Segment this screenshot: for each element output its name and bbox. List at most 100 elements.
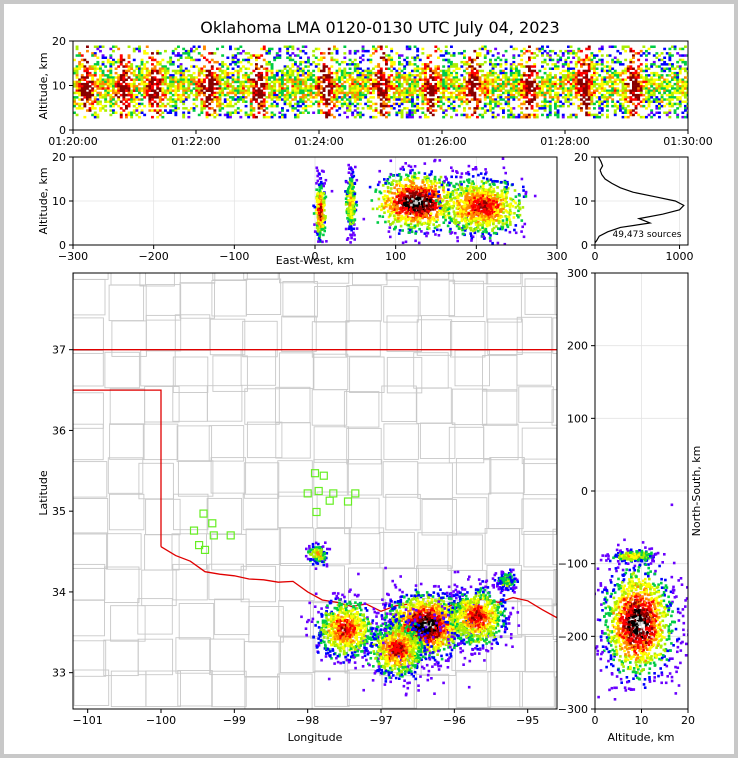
density-cell bbox=[374, 82, 378, 86]
density-cell bbox=[444, 80, 448, 84]
density-cell bbox=[299, 60, 303, 64]
density-cell bbox=[322, 93, 326, 97]
density-cell bbox=[197, 45, 201, 48]
density-cell bbox=[624, 69, 628, 73]
density-cell bbox=[561, 115, 565, 119]
density-cell bbox=[457, 78, 461, 81]
density-cell bbox=[353, 233, 356, 237]
density-cell bbox=[262, 82, 266, 86]
density-cell bbox=[91, 100, 95, 103]
density-cell bbox=[621, 82, 625, 86]
density-cell bbox=[463, 96, 466, 99]
density-cell bbox=[75, 67, 79, 70]
density-cell bbox=[330, 87, 334, 90]
density-cell bbox=[593, 69, 596, 73]
density-cell bbox=[249, 85, 253, 88]
density-cell bbox=[520, 78, 524, 81]
density-cell bbox=[320, 93, 323, 97]
density-cell bbox=[88, 102, 92, 106]
density-cell bbox=[317, 67, 321, 70]
density-cell bbox=[177, 87, 180, 90]
density-cell bbox=[567, 56, 570, 59]
density-cell bbox=[257, 78, 261, 81]
density-cell bbox=[595, 67, 599, 70]
density-cell bbox=[226, 93, 230, 97]
density-cell bbox=[647, 102, 651, 106]
density-cell bbox=[320, 98, 323, 101]
density-cell bbox=[347, 227, 351, 231]
density-cell bbox=[645, 98, 648, 101]
density-cell bbox=[226, 71, 230, 75]
density-cell bbox=[91, 82, 95, 86]
density-cell bbox=[93, 89, 97, 92]
density-cell bbox=[504, 89, 508, 92]
density-cell bbox=[122, 89, 126, 92]
density-cell bbox=[658, 58, 661, 62]
density-cell bbox=[221, 63, 225, 66]
density-cell bbox=[192, 82, 196, 86]
density-cell bbox=[210, 80, 214, 84]
density-cell bbox=[371, 207, 375, 211]
density-cell bbox=[650, 100, 654, 103]
density-cell bbox=[161, 98, 165, 101]
density-cell bbox=[190, 58, 193, 62]
density-cell bbox=[273, 78, 277, 81]
density-cell bbox=[509, 107, 513, 110]
density-cell bbox=[411, 98, 414, 101]
density-cell bbox=[535, 85, 539, 88]
density-cell bbox=[496, 82, 500, 86]
density-cell bbox=[439, 87, 443, 90]
density-cell bbox=[452, 85, 456, 88]
density-cell bbox=[88, 67, 92, 70]
density-cell bbox=[546, 100, 550, 103]
density-cell bbox=[632, 89, 635, 92]
density-cell bbox=[538, 80, 542, 84]
density-cell bbox=[582, 102, 586, 106]
density-cell bbox=[668, 74, 672, 77]
density-cell bbox=[161, 76, 165, 79]
density-cell bbox=[335, 52, 339, 55]
density-cell bbox=[494, 78, 498, 81]
density-cell bbox=[489, 107, 492, 110]
density-cell bbox=[437, 96, 440, 99]
density-cell bbox=[564, 89, 568, 92]
density-cell bbox=[317, 69, 321, 73]
density-cell bbox=[647, 96, 651, 99]
density-cell bbox=[75, 87, 79, 90]
density-cell bbox=[632, 49, 635, 53]
density-cell bbox=[366, 67, 370, 70]
density-cell bbox=[611, 80, 615, 84]
density-cell bbox=[99, 102, 102, 106]
density-cell bbox=[158, 104, 162, 108]
density-cell bbox=[556, 104, 560, 108]
density-cell bbox=[210, 87, 214, 90]
density-cell bbox=[561, 69, 565, 73]
density-cell bbox=[275, 74, 279, 77]
density-cell bbox=[561, 87, 565, 90]
density-cell bbox=[569, 89, 573, 92]
density-cell bbox=[359, 102, 362, 106]
density-cell bbox=[671, 76, 674, 79]
density-cell bbox=[291, 71, 295, 75]
density-cell bbox=[593, 85, 596, 88]
density-cell bbox=[353, 192, 357, 196]
density-cell bbox=[385, 89, 388, 92]
density-cell bbox=[387, 96, 391, 99]
density-cell bbox=[473, 76, 477, 79]
density-cell bbox=[380, 208, 383, 212]
density-cell bbox=[613, 69, 617, 73]
density-cell bbox=[153, 100, 157, 103]
density-cell bbox=[145, 76, 149, 79]
density-cell bbox=[158, 67, 162, 70]
density-cell bbox=[119, 63, 123, 66]
density-cell bbox=[382, 58, 386, 62]
density-cell bbox=[361, 107, 365, 110]
density-cell bbox=[613, 89, 617, 92]
density-cell bbox=[249, 82, 253, 86]
density-cell bbox=[335, 87, 339, 90]
density-cell bbox=[400, 111, 404, 114]
density-cell bbox=[286, 102, 290, 106]
density-cell bbox=[613, 56, 617, 59]
density-cell bbox=[299, 91, 303, 95]
density-cell bbox=[190, 56, 193, 59]
